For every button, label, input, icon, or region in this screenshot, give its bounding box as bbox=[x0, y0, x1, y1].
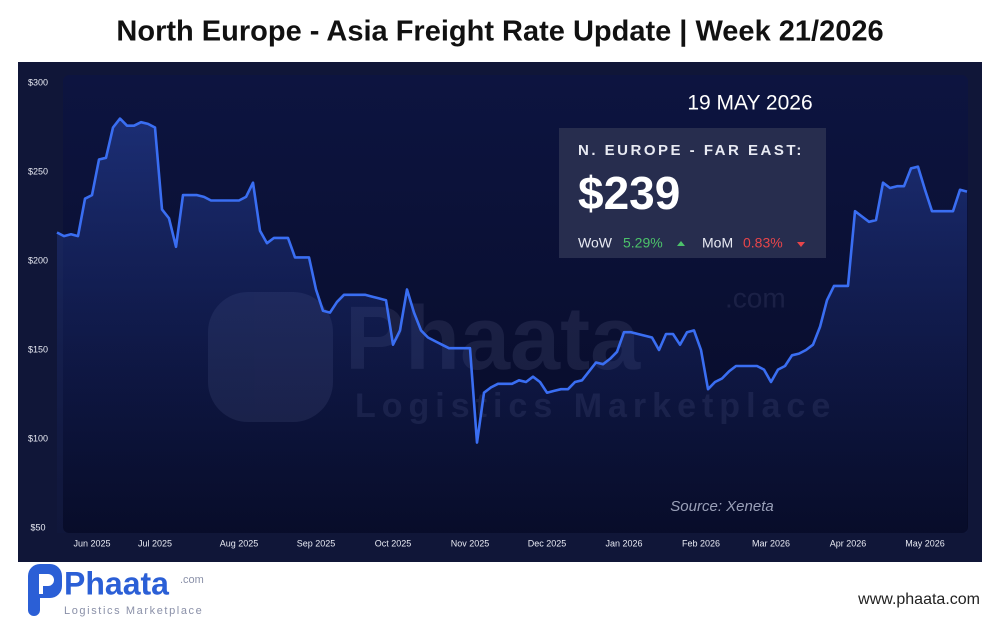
rate-card bbox=[559, 128, 826, 258]
x-tick-label: Mar 2026 bbox=[752, 538, 790, 548]
logo-icon-letter bbox=[39, 574, 54, 594]
wow-label: WoW bbox=[578, 235, 613, 251]
watermark-domain: .com bbox=[725, 282, 786, 313]
y-tick-label: $200 bbox=[28, 255, 48, 265]
y-tick-label: $250 bbox=[28, 166, 48, 176]
price-line bbox=[56, 117, 968, 444]
y-tick-label: $100 bbox=[28, 433, 48, 443]
source-note: Source: Xeneta bbox=[670, 498, 773, 515]
y-tick-label: $300 bbox=[28, 77, 48, 87]
x-tick-label: Oct 2025 bbox=[375, 538, 412, 548]
x-tick-label: May 2026 bbox=[905, 538, 945, 548]
page-title: North Europe - Asia Freight Rate Update … bbox=[116, 16, 883, 48]
up-arrow bbox=[677, 241, 685, 246]
y-tick-label: $50 bbox=[30, 522, 45, 532]
x-tick-label: Nov 2025 bbox=[451, 538, 490, 548]
x-tick-label: Feb 2026 bbox=[682, 538, 720, 548]
x-tick-label: Sep 2025 bbox=[297, 538, 336, 548]
down-arrow bbox=[797, 242, 805, 247]
area-fill bbox=[57, 118, 967, 533]
logo-name: Phaata bbox=[64, 565, 169, 601]
wow-value: 5.29% bbox=[623, 235, 663, 251]
logo-icon bbox=[28, 564, 62, 616]
website: www.phaata.com bbox=[857, 591, 980, 608]
x-tick-label: Jul 2025 bbox=[138, 538, 172, 548]
x-tick-label: Jan 2026 bbox=[605, 538, 642, 548]
price: $239 bbox=[578, 167, 680, 219]
logo-domain: .com bbox=[180, 574, 204, 586]
x-tick-label: Apr 2026 bbox=[830, 538, 867, 548]
mom-value: 0.83% bbox=[743, 235, 783, 251]
plot: $50 $100 $150 $200 $250 $300 Jun 2025 Jul 2025 A… bbox=[28, 77, 968, 548]
mom-label: MoM bbox=[702, 235, 733, 251]
route-label: N. EUROPE - FAR EAST: bbox=[578, 142, 804, 159]
y-tick-label: $150 bbox=[28, 344, 48, 354]
x-tick-label: Dec 2025 bbox=[528, 538, 567, 548]
x-tick-label: Aug 2025 bbox=[220, 538, 259, 548]
x-tick-label: Jun 2025 bbox=[73, 538, 110, 548]
date-label: 19 MAY 2026 bbox=[687, 92, 812, 115]
logo-tagline: Logistics Marketplace bbox=[64, 605, 203, 617]
